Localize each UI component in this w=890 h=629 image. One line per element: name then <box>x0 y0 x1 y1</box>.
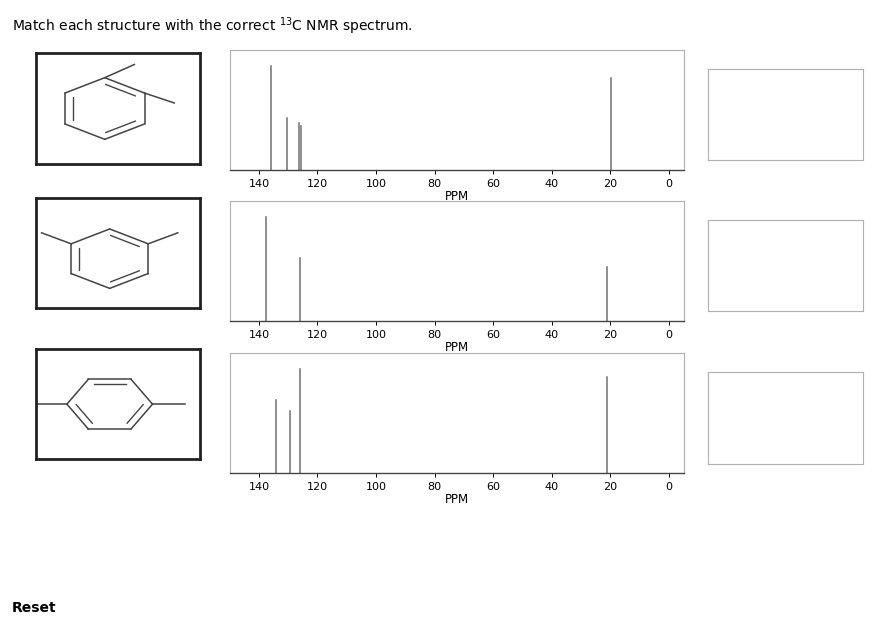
Text: Match each structure with the correct $\mathregular{^{13}}$C NMR spectrum.: Match each structure with the correct $\… <box>12 16 412 37</box>
X-axis label: PPM: PPM <box>444 190 469 203</box>
X-axis label: PPM: PPM <box>444 493 469 506</box>
Text: Reset: Reset <box>12 601 56 615</box>
X-axis label: PPM: PPM <box>444 341 469 354</box>
